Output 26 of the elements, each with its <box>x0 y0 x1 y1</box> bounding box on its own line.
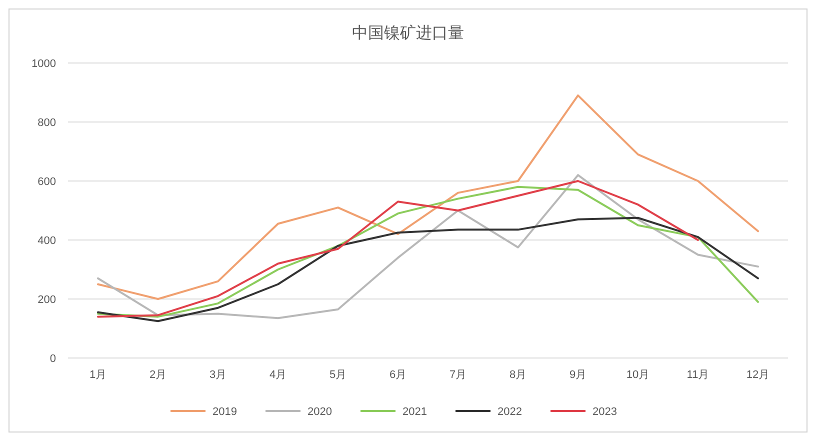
x-tick-label: 2月 <box>149 369 167 381</box>
y-tick-label: 1000 <box>32 58 56 70</box>
y-tick-label: 400 <box>38 234 56 247</box>
legend-label: 2022 <box>498 406 522 418</box>
x-tick-label: 1月 <box>89 369 107 381</box>
legend-label: 2021 <box>402 406 427 418</box>
y-tick-label: 600 <box>38 176 56 188</box>
line-series <box>97 216 759 322</box>
x-tick-label: 7月 <box>449 369 467 381</box>
x-tick-label: 4月 <box>269 369 287 381</box>
x-tick-label: 3月 <box>209 369 227 381</box>
legend-label: 2020 <box>308 406 332 418</box>
y-tick-label: 800 <box>38 116 56 129</box>
x-tick-label: 8月 <box>509 369 527 381</box>
x-tick-label: 5月 <box>329 369 347 381</box>
x-tick-label: 6月 <box>389 369 407 381</box>
x-tick-label: 12月 <box>746 369 770 381</box>
y-tick-label: 200 <box>38 294 56 306</box>
x-tick-label: 9月 <box>569 369 587 381</box>
chart-title: 中国镍矿进口量 <box>352 24 464 42</box>
x-tick-label: 10月 <box>626 369 650 381</box>
line-series <box>97 94 759 300</box>
legend-label: 2019 <box>212 406 237 418</box>
y-tick-label: 0 <box>50 352 56 365</box>
x-tick-label: 11月 <box>686 369 710 381</box>
legend-label: 2023 <box>592 406 617 418</box>
